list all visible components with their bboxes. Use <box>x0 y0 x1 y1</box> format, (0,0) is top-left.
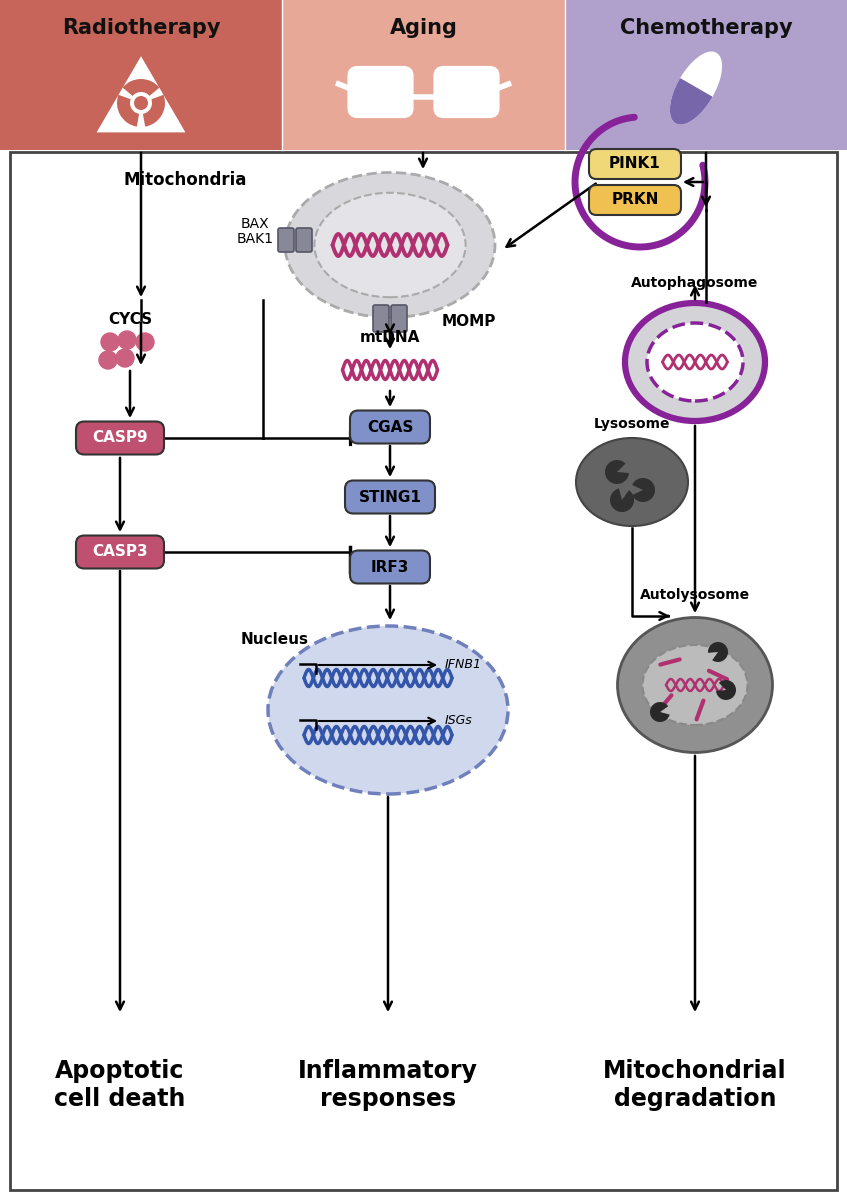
FancyBboxPatch shape <box>350 68 412 116</box>
Polygon shape <box>671 53 722 124</box>
Wedge shape <box>708 642 728 662</box>
Circle shape <box>101 332 119 350</box>
Text: CASP9: CASP9 <box>92 431 148 445</box>
Ellipse shape <box>625 302 765 421</box>
Text: mtDNA: mtDNA <box>360 330 420 344</box>
Ellipse shape <box>268 626 508 794</box>
Bar <box>0 0 282 150</box>
Text: Radiotherapy: Radiotherapy <box>62 18 220 38</box>
Bar <box>565 0 847 150</box>
Wedge shape <box>143 95 165 127</box>
Text: Inflammatory
responses: Inflammatory responses <box>298 1060 478 1111</box>
Text: STING1: STING1 <box>358 490 422 504</box>
Ellipse shape <box>647 323 743 401</box>
Wedge shape <box>610 488 634 512</box>
Ellipse shape <box>285 173 495 318</box>
Wedge shape <box>123 79 159 96</box>
Text: CASP3: CASP3 <box>92 545 148 559</box>
Bar <box>282 0 565 150</box>
Text: Nucleus: Nucleus <box>241 632 309 648</box>
Text: PRKN: PRKN <box>612 192 659 208</box>
Text: PINK1: PINK1 <box>609 156 661 172</box>
Text: Autolysosome: Autolysosome <box>640 588 750 602</box>
Circle shape <box>134 96 148 110</box>
Text: Chemotherapy: Chemotherapy <box>620 18 792 38</box>
Text: IRF3: IRF3 <box>371 559 409 575</box>
FancyBboxPatch shape <box>278 228 294 252</box>
Text: BAX: BAX <box>241 217 269 230</box>
Text: MOMP: MOMP <box>442 314 496 330</box>
FancyBboxPatch shape <box>435 68 497 116</box>
Polygon shape <box>99 59 183 131</box>
Text: Lysosome: Lysosome <box>594 416 670 431</box>
FancyBboxPatch shape <box>350 551 430 583</box>
Text: Aging: Aging <box>390 18 457 38</box>
Polygon shape <box>671 79 711 124</box>
FancyBboxPatch shape <box>296 228 312 252</box>
Wedge shape <box>117 95 139 127</box>
Circle shape <box>99 350 117 370</box>
Wedge shape <box>650 702 670 722</box>
FancyBboxPatch shape <box>373 305 389 332</box>
Text: IFNB1: IFNB1 <box>445 659 482 672</box>
Ellipse shape <box>314 193 466 298</box>
Text: Apoptotic
cell death: Apoptotic cell death <box>54 1060 185 1111</box>
Circle shape <box>116 349 134 367</box>
Ellipse shape <box>576 438 688 526</box>
FancyBboxPatch shape <box>345 480 435 514</box>
Circle shape <box>136 332 154 350</box>
Text: Mitochondrial
degradation: Mitochondrial degradation <box>603 1060 787 1111</box>
Ellipse shape <box>643 646 748 725</box>
Text: CYCS: CYCS <box>108 312 152 328</box>
FancyBboxPatch shape <box>350 410 430 444</box>
FancyBboxPatch shape <box>589 185 681 215</box>
Ellipse shape <box>617 618 772 752</box>
Text: Autophagosome: Autophagosome <box>631 276 759 290</box>
FancyBboxPatch shape <box>76 421 164 455</box>
Circle shape <box>135 97 147 109</box>
Wedge shape <box>632 478 655 502</box>
Wedge shape <box>605 460 629 484</box>
FancyBboxPatch shape <box>589 149 681 179</box>
Circle shape <box>118 331 136 349</box>
Text: Mitochondria: Mitochondria <box>124 170 246 188</box>
FancyBboxPatch shape <box>76 535 164 569</box>
Text: CGAS: CGAS <box>367 420 413 434</box>
Text: ISGs: ISGs <box>445 714 473 727</box>
Text: BAK1: BAK1 <box>236 232 274 246</box>
Bar <box>10 152 837 1190</box>
Wedge shape <box>716 680 736 700</box>
FancyBboxPatch shape <box>391 305 407 332</box>
